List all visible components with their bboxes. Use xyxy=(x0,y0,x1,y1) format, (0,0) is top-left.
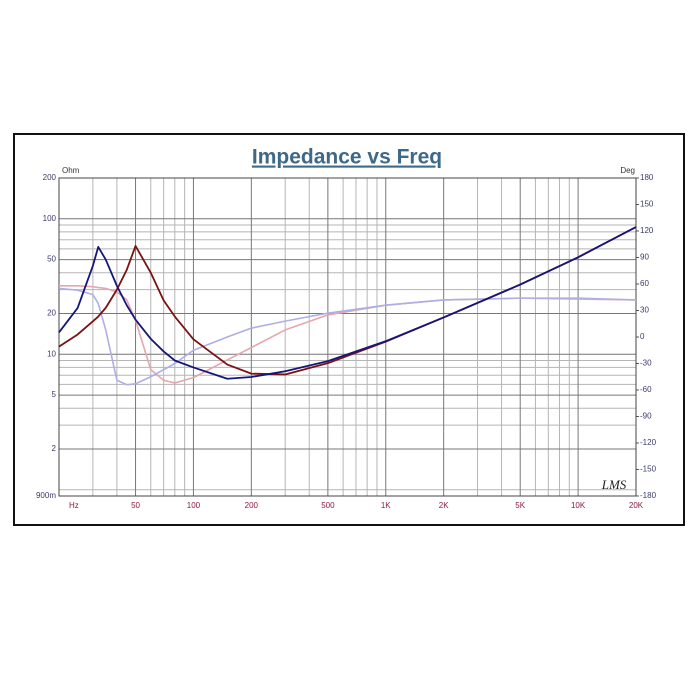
x-tick-label: 100 xyxy=(187,501,201,510)
chart-title: Impedance vs Freq xyxy=(252,146,442,169)
y-tick-label: 2 xyxy=(52,444,57,453)
y2-tick-label: 90 xyxy=(640,253,649,262)
y2-tick-label: -150 xyxy=(640,465,657,474)
x-tick-label: 1K xyxy=(381,501,391,510)
x-tick-label: 200 xyxy=(245,501,259,510)
y2-tick-label: 150 xyxy=(640,200,654,209)
y-tick-label: 100 xyxy=(43,214,57,223)
x-tick-label: 20K xyxy=(629,501,644,510)
x-tick-label: 500 xyxy=(321,501,335,510)
y2-tick-label: 180 xyxy=(640,173,654,182)
y-axis-label: Ohm xyxy=(62,166,80,175)
y-tick-label: 10 xyxy=(47,349,56,358)
series-line xyxy=(58,287,637,386)
y2-tick-label: -180 xyxy=(640,491,657,500)
y2-tick-label: 120 xyxy=(640,226,654,235)
plot-border xyxy=(58,177,637,497)
y-tick-label: 5 xyxy=(52,390,57,399)
y2-tick-label: 30 xyxy=(640,306,649,315)
y2-tick-label: -30 xyxy=(640,359,652,368)
x-tick-label: 50 xyxy=(131,501,140,510)
x-tick-label: 10K xyxy=(571,501,586,510)
y2-tick-label: -60 xyxy=(640,385,652,394)
plot-area xyxy=(58,177,637,497)
y2-tick-label: 0 xyxy=(640,332,645,341)
series-line xyxy=(58,226,637,380)
y-tick-label: 20 xyxy=(47,309,56,318)
y-tick-label: 200 xyxy=(43,173,57,182)
x-tick-label: 5K xyxy=(515,501,525,510)
y-tick-label: 900m xyxy=(36,491,56,500)
y2-tick-label: 60 xyxy=(640,279,649,288)
x-tick-label: Hz xyxy=(69,501,79,510)
y2-tick-label: -120 xyxy=(640,438,657,447)
watermark: LMS xyxy=(601,477,627,492)
y2-axis-label: Deg xyxy=(620,166,635,175)
y-tick-label: 50 xyxy=(47,255,56,264)
x-tick-label: 2K xyxy=(439,501,449,510)
y2-tick-label: -90 xyxy=(640,412,652,421)
